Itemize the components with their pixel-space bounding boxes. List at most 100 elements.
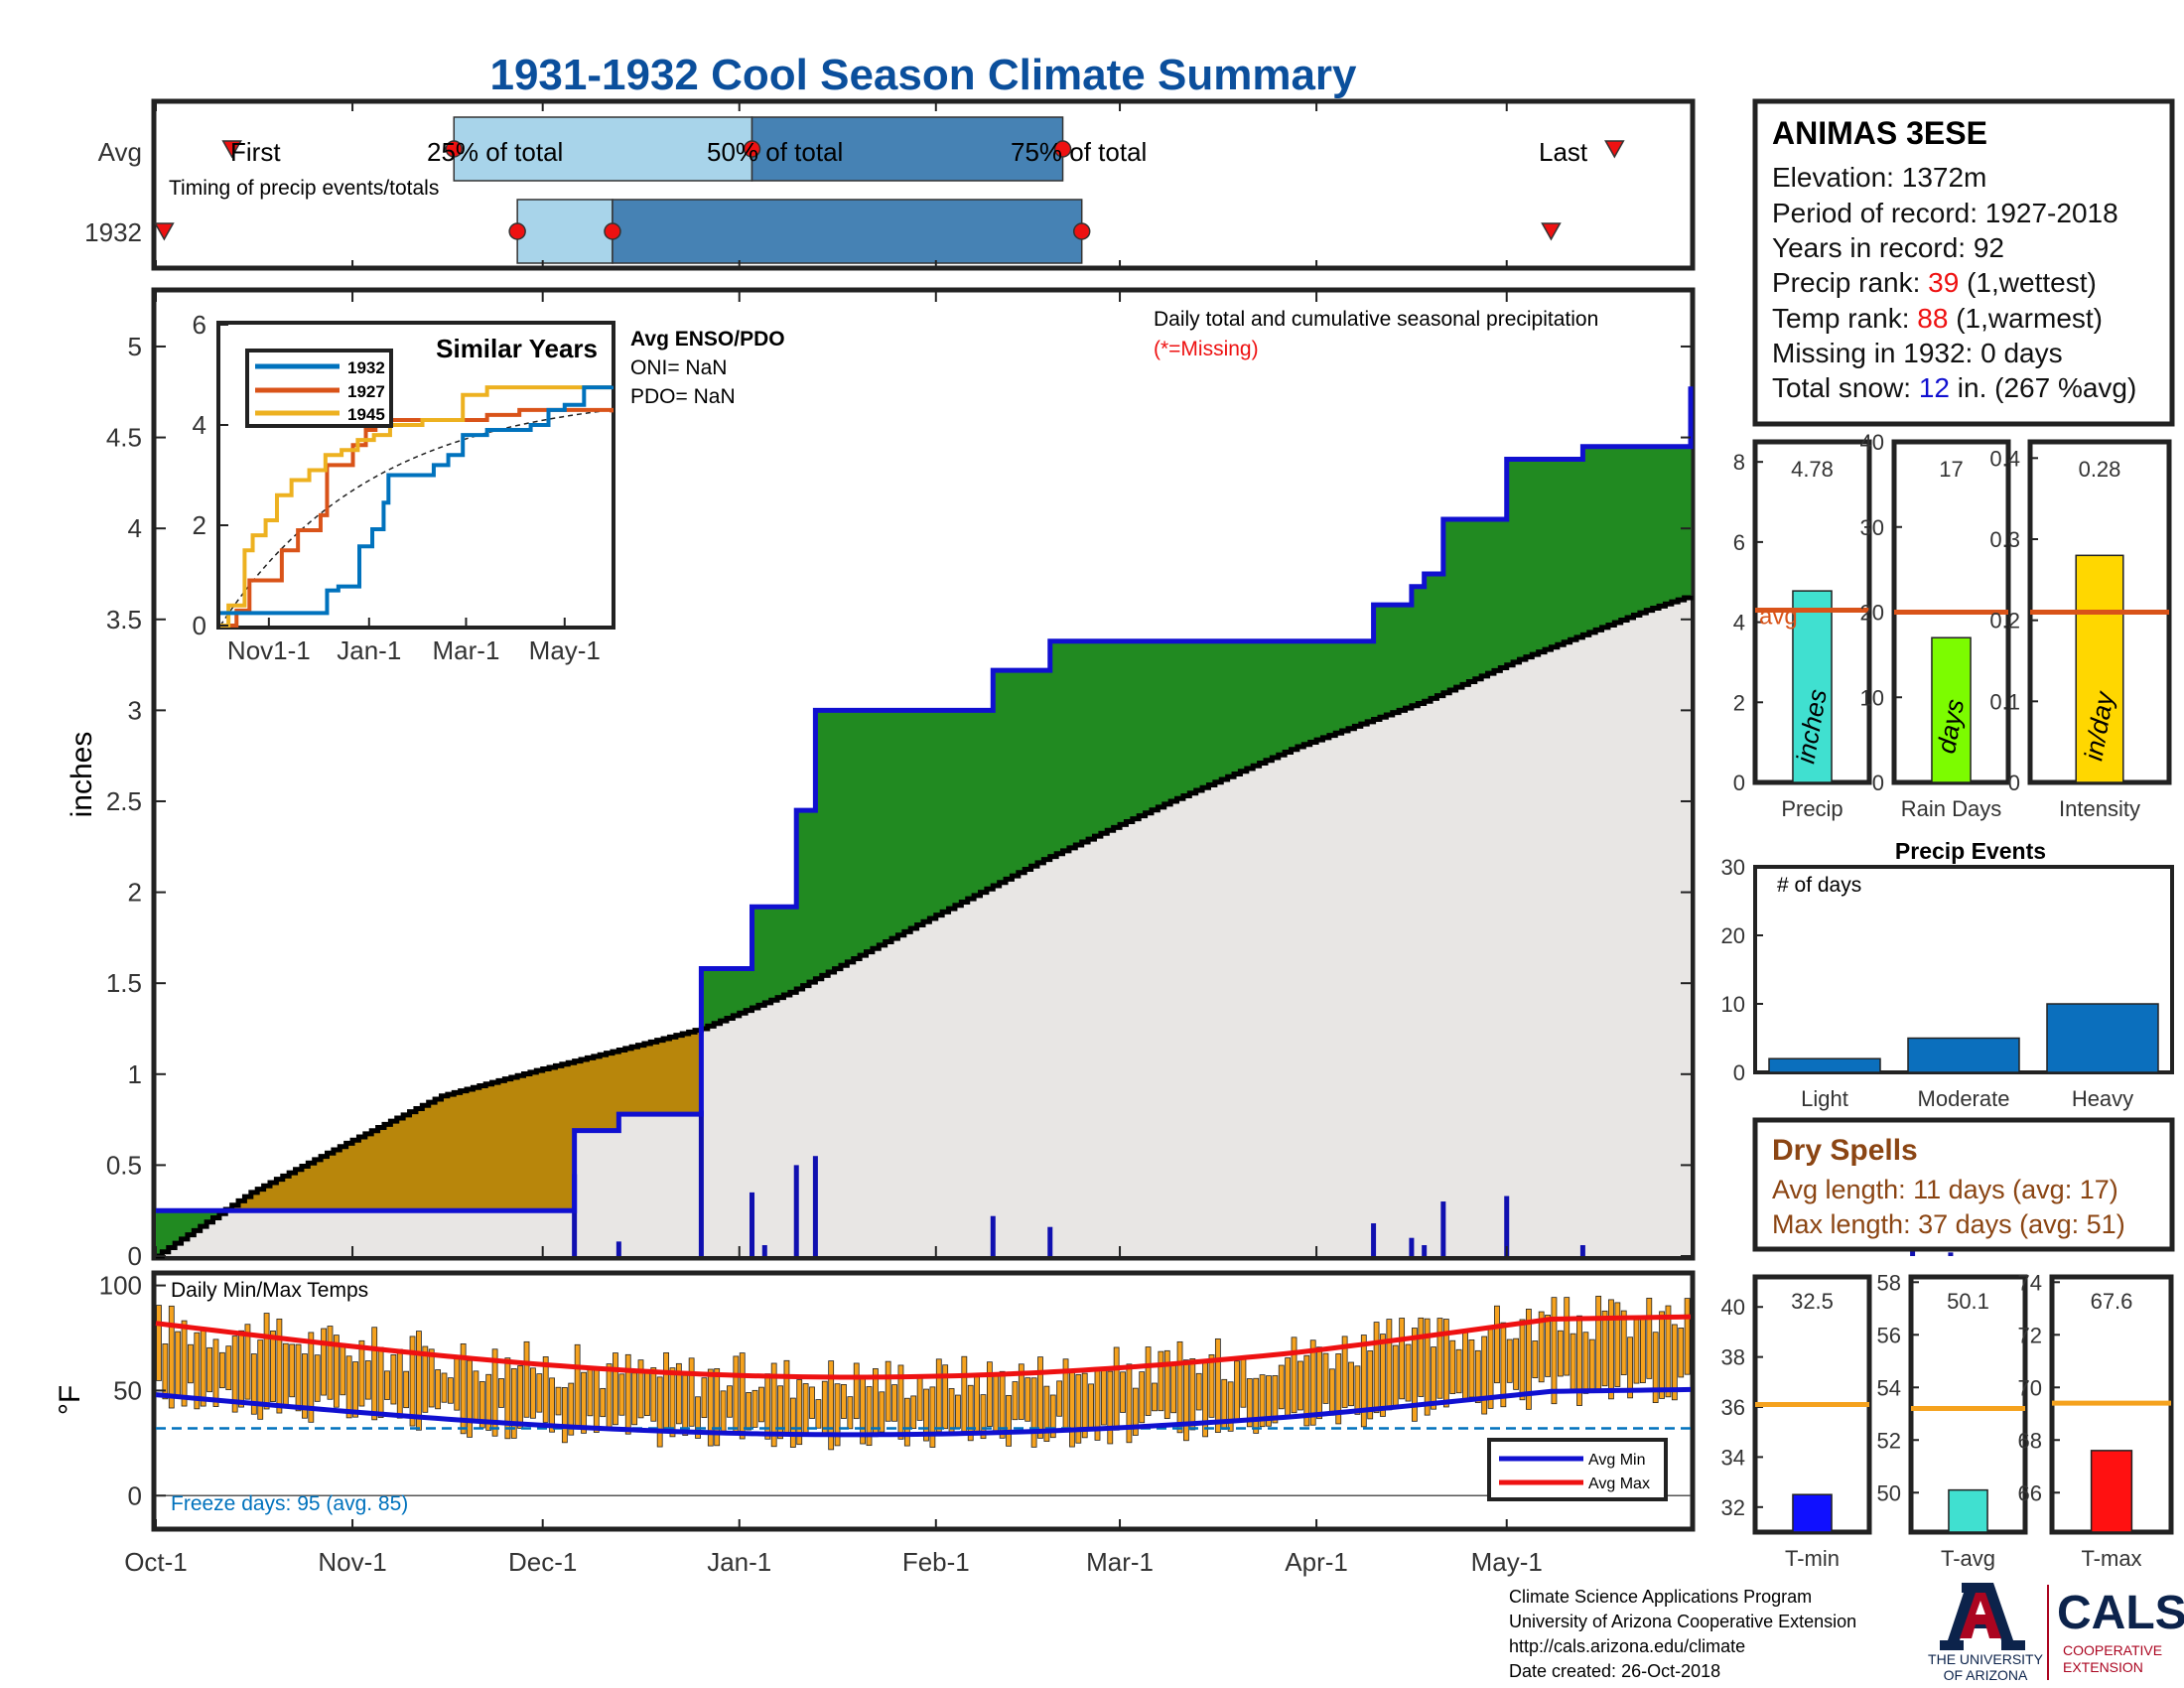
- daily-temp-bar: [1183, 1359, 1189, 1442]
- events-ytick-label: 0: [1733, 1060, 1745, 1085]
- precip-bar-chart-ytick-label: 2: [1733, 690, 1745, 715]
- daily-temp-bar: [549, 1377, 555, 1433]
- dry-avg: Avg length: 11 days (avg: 17): [1772, 1175, 2118, 1204]
- temp-ytick-label: 0: [128, 1480, 142, 1510]
- daily-temp-bar: [1468, 1338, 1475, 1398]
- events-bar-light: [1768, 1057, 1881, 1073]
- raindays-bar-chart-ytick-label: 20: [1860, 601, 1884, 626]
- daily-temp-bar: [656, 1376, 663, 1448]
- daily-temp-bar: [942, 1364, 949, 1430]
- precip-bar-chart-label: Precip: [1781, 796, 1843, 821]
- ua-logo: [1940, 1583, 2025, 1650]
- daily-temp-bar: [606, 1363, 613, 1431]
- daily-temp-bar: [999, 1370, 1006, 1439]
- daily-temp-bar: [809, 1386, 815, 1419]
- tavg-bar-chart-ytick-label: 52: [1877, 1428, 1901, 1453]
- daily-temp-bar: [644, 1370, 650, 1416]
- daily-temp-bar: [739, 1352, 746, 1440]
- precip-ytick-label: 3.5: [106, 605, 142, 634]
- daily-precip-bar: [990, 1215, 996, 1256]
- station-years: Years in record: 92: [1772, 232, 2004, 263]
- month-label: Dec-1: [508, 1547, 577, 1577]
- daily-temp-bar: [1030, 1377, 1037, 1448]
- precip-ytick-label: 5: [128, 332, 142, 361]
- daily-temp-bar: [1557, 1330, 1564, 1377]
- daily-temp-bar: [1158, 1350, 1164, 1412]
- footer-line2: University of Arizona Cooperative Extens…: [1509, 1612, 1856, 1631]
- ua-text-1: THE UNIVERSITY: [1928, 1651, 2044, 1667]
- intensity-bar-chart-ytick-label: 0: [2008, 771, 2020, 795]
- daily-temp-bar: [1316, 1346, 1322, 1420]
- daily-temp-bar: [1309, 1339, 1316, 1426]
- timing-1932-q1-box: [516, 199, 614, 264]
- daily-temp-bar: [1424, 1318, 1431, 1416]
- avg-cumulative-line: [156, 595, 1694, 1259]
- daily-precip-bar: [812, 1156, 818, 1256]
- inset-legend-1932: 1932: [347, 358, 385, 377]
- daily-temp-bar: [1354, 1365, 1361, 1415]
- daily-temp-bar: [1107, 1370, 1114, 1445]
- precip-bar-chart-ytick-label: 4: [1733, 611, 1745, 635]
- daily-temp-bar: [1348, 1361, 1354, 1407]
- footer: Climate Science Applications Program Uni…: [1509, 1583, 2184, 1683]
- daily-temp-bar: [447, 1377, 454, 1404]
- intensity-bar-chart-value: 0.28: [2079, 457, 2121, 482]
- daily-temp-bar: [903, 1397, 910, 1447]
- daily-precip-bar: [1422, 1245, 1428, 1256]
- daily-temp-bar: [1570, 1333, 1576, 1391]
- daily-temp-bar: [1538, 1311, 1545, 1383]
- precip-chart: 0 0.5 1 1.5 2 2.5 3 3.5 4 4.5 5 inches Daily total…: [66, 287, 1954, 1271]
- tmax-bar-chart-ytick-label: 72: [2018, 1323, 2042, 1347]
- daily-temp-bar: [517, 1365, 524, 1429]
- daily-temp-bar: [789, 1397, 796, 1448]
- month-label: Nov-1: [318, 1547, 386, 1577]
- daily-temp-bar: [1163, 1349, 1170, 1420]
- daily-temp-bar: [1170, 1362, 1177, 1414]
- inset-xtick-label: Nov1-1: [227, 635, 311, 665]
- inset-avg-line: [219, 409, 609, 627]
- temp-ylabel: °F: [54, 1385, 86, 1415]
- daily-temp-bar: [263, 1313, 270, 1410]
- daily-temp-bar: [1671, 1324, 1678, 1401]
- daily-temp-bar: [980, 1394, 987, 1440]
- daily-temp-bar: [1049, 1394, 1056, 1439]
- daily-temp-bar: [1152, 1382, 1158, 1412]
- daily-temp-bar: [841, 1384, 847, 1419]
- station-precip-rank: Precip rank: 39 (1,wettest): [1772, 267, 2097, 298]
- daily-temp-bar: [1386, 1319, 1393, 1411]
- daily-temp-bar: [986, 1361, 993, 1427]
- daily-temp-bar: [1678, 1328, 1685, 1378]
- daily-temp-bar: [1608, 1299, 1614, 1400]
- tavg-bar-chart-ytick-label: 50: [1877, 1480, 1901, 1505]
- daily-temp-bar: [1081, 1372, 1088, 1439]
- daily-temp-bar: [175, 1331, 182, 1397]
- daily-temp-bar: [1526, 1309, 1532, 1410]
- temp-ytick-label: 100: [99, 1271, 142, 1301]
- daily-temp-bar: [396, 1348, 403, 1419]
- precip-bar-chart-ytick-label: 0: [1733, 771, 1745, 795]
- timing-avg-q1-box: [453, 116, 753, 182]
- daily-temp-bar: [181, 1320, 188, 1407]
- precip-avg-label: avg: [1759, 603, 1798, 630]
- daily-temp-bar: [1278, 1364, 1285, 1410]
- daily-temp-bar: [561, 1387, 568, 1444]
- daily-temp-bar: [168, 1305, 175, 1409]
- timing-1932-q2-box: [612, 199, 1083, 264]
- intensity-bar-chart-ytick-label: 0.2: [1989, 609, 2020, 633]
- daily-temp-bar: [1341, 1336, 1348, 1408]
- enso-oni: ONI= NaN: [630, 356, 727, 379]
- cumulative-1932-line: [156, 386, 1694, 1213]
- tavg-bar-chart-ytick-label: 58: [1877, 1270, 1901, 1295]
- daily-temp-bar: [416, 1331, 422, 1431]
- timing-label-75: 75% of total: [1011, 137, 1147, 167]
- precip-bar-chart-ytick-label: 6: [1733, 530, 1745, 555]
- daily-temp-bar: [1513, 1337, 1520, 1390]
- daily-temp-bar: [377, 1346, 384, 1419]
- daily-temp-bar: [225, 1345, 232, 1391]
- daily-temp-bar: [276, 1318, 283, 1414]
- timing-1932-last-marker: [1541, 222, 1562, 241]
- daily-precip-bar: [1047, 1226, 1053, 1256]
- inset-ytick-label: 2: [193, 510, 206, 540]
- daily-temp-bar: [593, 1368, 600, 1433]
- daily-temp-bar: [1431, 1346, 1436, 1410]
